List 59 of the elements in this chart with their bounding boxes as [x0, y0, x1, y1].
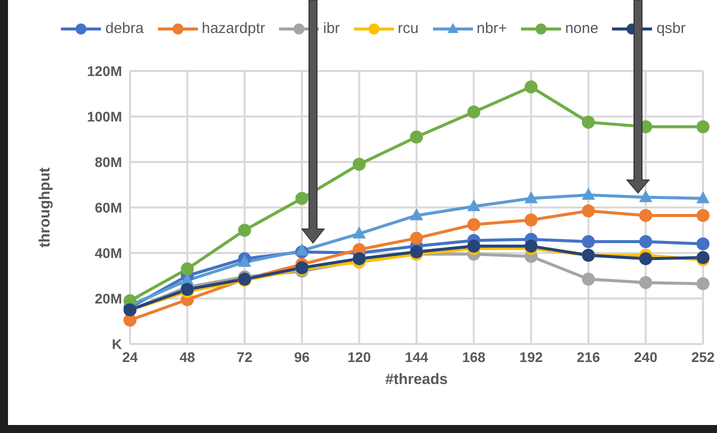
point [352, 226, 366, 238]
x-tick-label: 252 [691, 348, 715, 365]
point [352, 158, 366, 171]
point [696, 120, 710, 134]
x-tick-label: 72 [236, 348, 253, 365]
point [639, 208, 652, 222]
legend-label: rcu [396, 20, 419, 37]
point [410, 232, 423, 245]
point [582, 235, 595, 248]
x-tick-label: 192 [519, 348, 543, 365]
point [295, 244, 308, 256]
point [295, 192, 308, 205]
point [582, 204, 595, 218]
point [238, 254, 252, 267]
x-axis-title: #threads [385, 371, 448, 388]
y-tick-label: 40M [94, 244, 122, 261]
point [410, 245, 423, 258]
point [639, 252, 652, 266]
point [180, 262, 194, 276]
legend-label: hazardptr [200, 20, 266, 37]
y-tick-label: 100M [86, 108, 122, 124]
point [696, 237, 710, 250]
point [582, 116, 595, 129]
point [467, 218, 480, 232]
point [639, 276, 652, 290]
y-tick-label: 120M [86, 62, 122, 79]
y-tick-label: K [112, 336, 122, 352]
y-tick-label: 20M [94, 290, 122, 306]
point [696, 208, 710, 222]
legend-label: none [564, 20, 598, 37]
x-tick-label: 48 [180, 348, 196, 365]
x-tick-label: 24 [122, 348, 138, 365]
y-axis-title: throughput [36, 168, 54, 248]
point [696, 191, 710, 204]
x-tick-label: 168 [462, 348, 486, 365]
point [639, 190, 652, 202]
point [582, 188, 595, 200]
y-tick-label: 60M [94, 199, 122, 216]
point [410, 130, 423, 144]
legend-label: ibr [322, 20, 340, 37]
point [696, 277, 710, 290]
x-tick-label: 216 [576, 348, 600, 365]
point [524, 191, 538, 204]
x-tick-label: 96 [294, 348, 310, 365]
point [524, 80, 538, 94]
point [467, 105, 480, 118]
point [238, 224, 252, 237]
legend-label: qsbr [655, 20, 686, 37]
y-tick-label: 80M [94, 154, 122, 170]
point [524, 214, 538, 227]
legend-label: nbr+ [476, 20, 508, 37]
legend-label: debra [104, 20, 144, 37]
point [582, 272, 595, 286]
point [410, 208, 424, 220]
x-tick-label: 120 [348, 348, 372, 365]
point [467, 199, 480, 212]
x-tick-label: 240 [634, 348, 658, 365]
point [639, 235, 652, 248]
x-tick-label: 144 [404, 348, 428, 365]
